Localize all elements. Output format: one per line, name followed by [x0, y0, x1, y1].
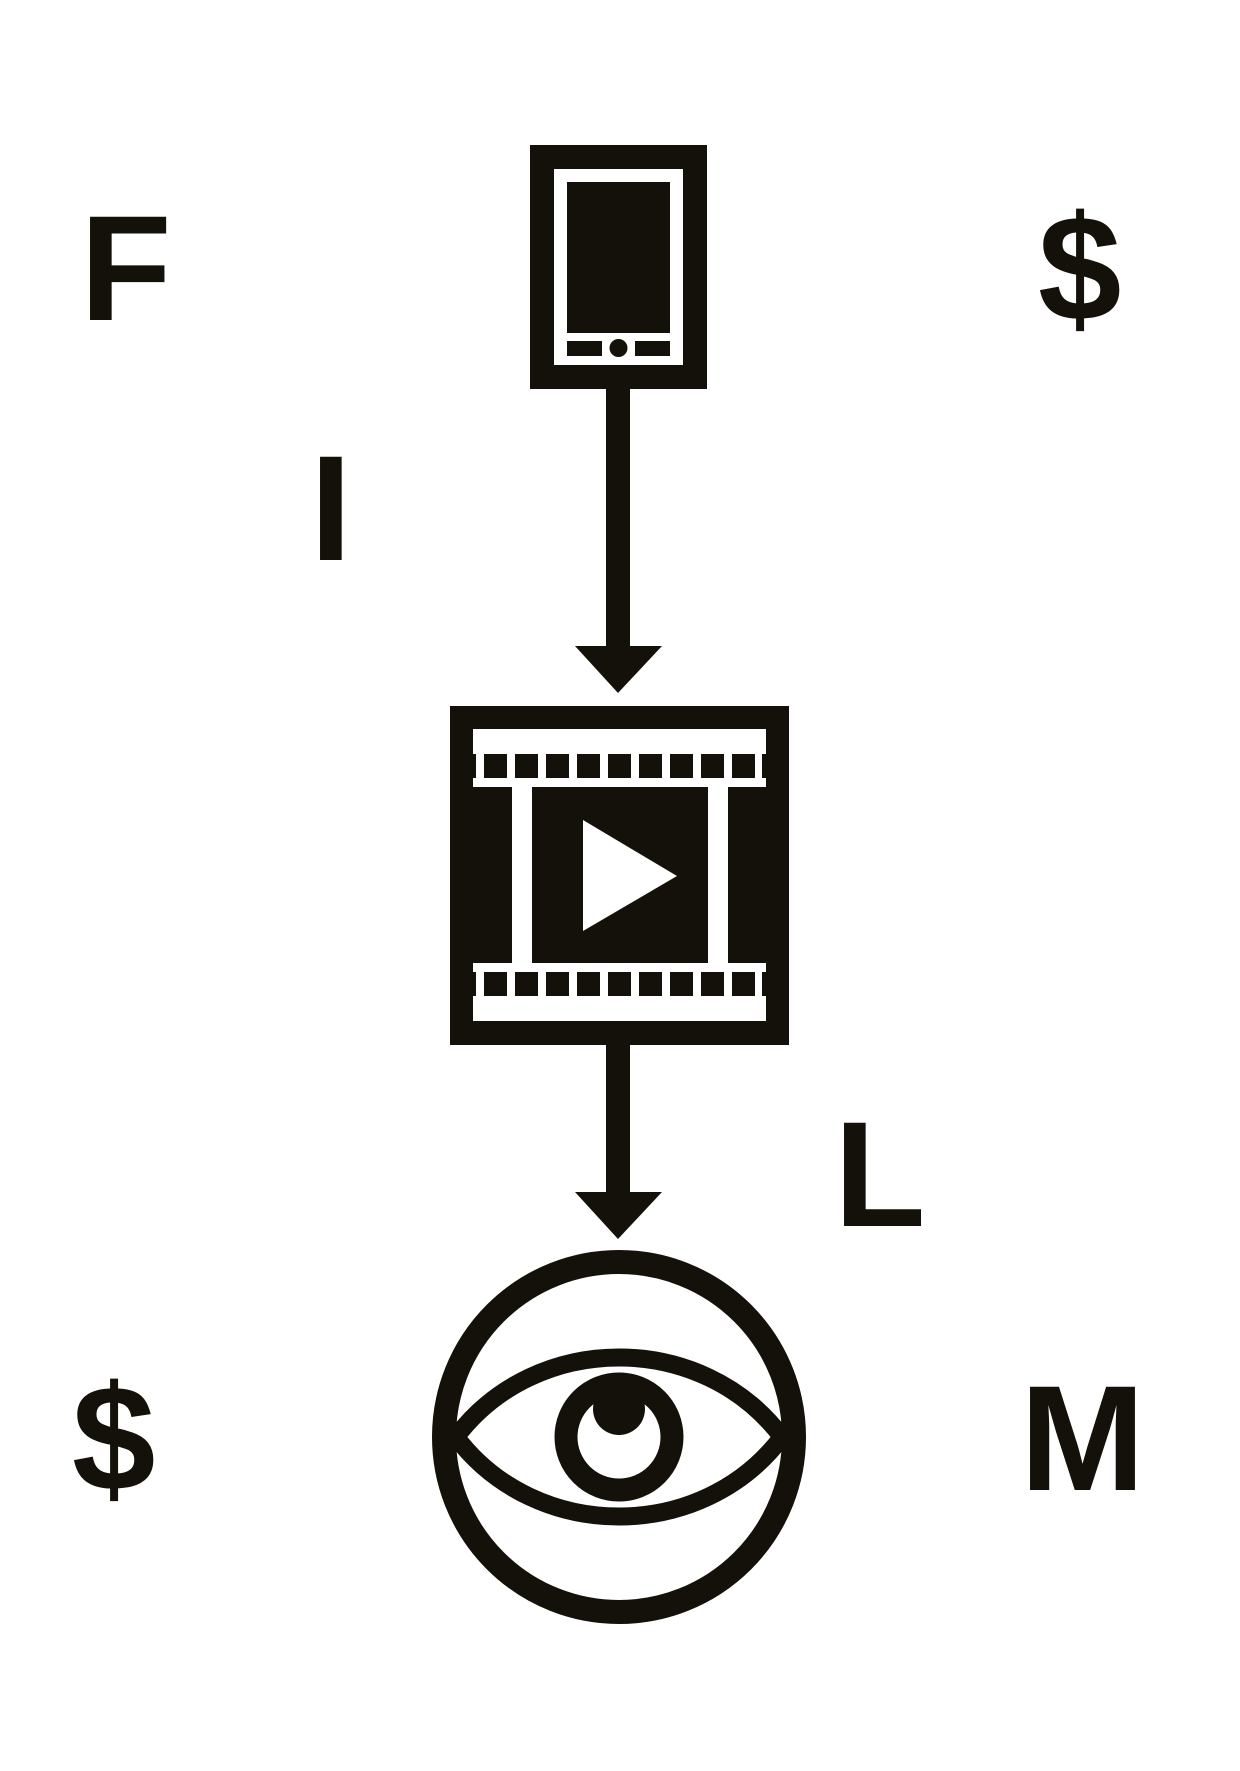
down-arrow-icon: [575, 1042, 662, 1239]
eye-in-circle-icon: [432, 1250, 806, 1624]
down-arrow-icon: [575, 385, 662, 693]
dollar-sign-bottom: $: [72, 1354, 155, 1522]
letter-l: L: [834, 1090, 926, 1258]
tablet-device-icon: [530, 145, 707, 389]
letter-i: I: [310, 424, 352, 592]
letter-f: F: [80, 184, 172, 352]
film-strip-play-icon: [450, 706, 789, 1045]
play-icon: [583, 820, 677, 931]
dollar-sign-top: $: [1038, 184, 1121, 352]
letter-m: M: [1020, 1354, 1145, 1522]
